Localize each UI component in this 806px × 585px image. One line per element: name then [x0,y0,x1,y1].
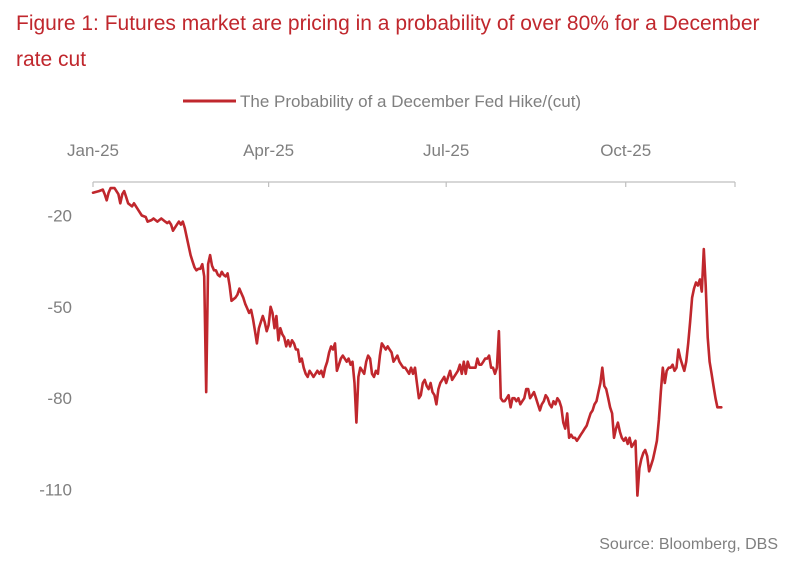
y-axis: -20 -50 -80 -110 [39,206,72,499]
x-tick-label: Oct-25 [600,141,651,160]
y-tick-label: -80 [47,389,72,408]
chart-title: Figure 1: Futures market are pricing in … [16,12,760,71]
source-note: Source: Bloomberg, DBS [599,536,778,553]
y-tick-label: -20 [47,206,72,225]
series-layer [91,186,723,497]
legend: The Probability of a December Fed Hike/(… [183,92,581,111]
x-tick-label: Apr-25 [243,141,294,160]
x-tick-label: Jul-25 [423,141,469,160]
y-tick-label: -50 [47,298,72,317]
x-axis: Jan-25 Apr-25 Jul-25 Oct-25 [67,141,736,187]
x-tick-label: Jan-25 [67,141,119,160]
y-tick-label: -110 [39,481,72,500]
legend-label: The Probability of a December Fed Hike/(… [240,92,581,111]
series-line-fed-probability [91,186,723,497]
